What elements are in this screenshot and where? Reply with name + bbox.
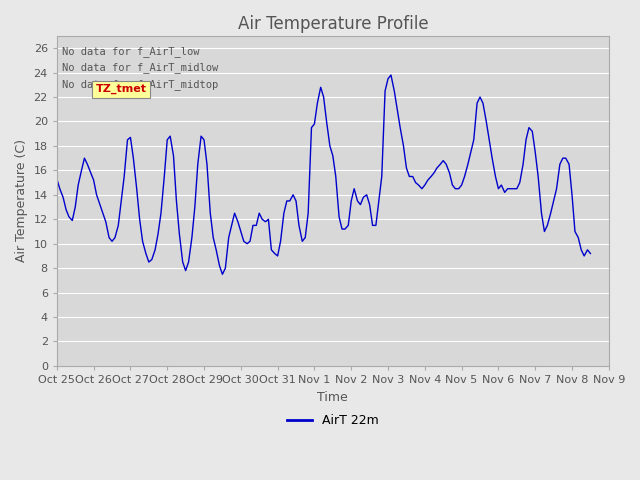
Y-axis label: Air Temperature (C): Air Temperature (C) <box>15 140 28 263</box>
Text: No data for f_AirT_low: No data for f_AirT_low <box>62 46 200 57</box>
Text: TZ_tmet: TZ_tmet <box>95 84 147 94</box>
Title: Air Temperature Profile: Air Temperature Profile <box>237 15 428 33</box>
Text: No data for f_AirT_midlow: No data for f_AirT_midlow <box>62 62 219 73</box>
Text: No data for f_AirT_midtop: No data for f_AirT_midtop <box>62 79 219 90</box>
X-axis label: Time: Time <box>317 391 348 404</box>
Legend: AirT 22m: AirT 22m <box>282 409 384 432</box>
